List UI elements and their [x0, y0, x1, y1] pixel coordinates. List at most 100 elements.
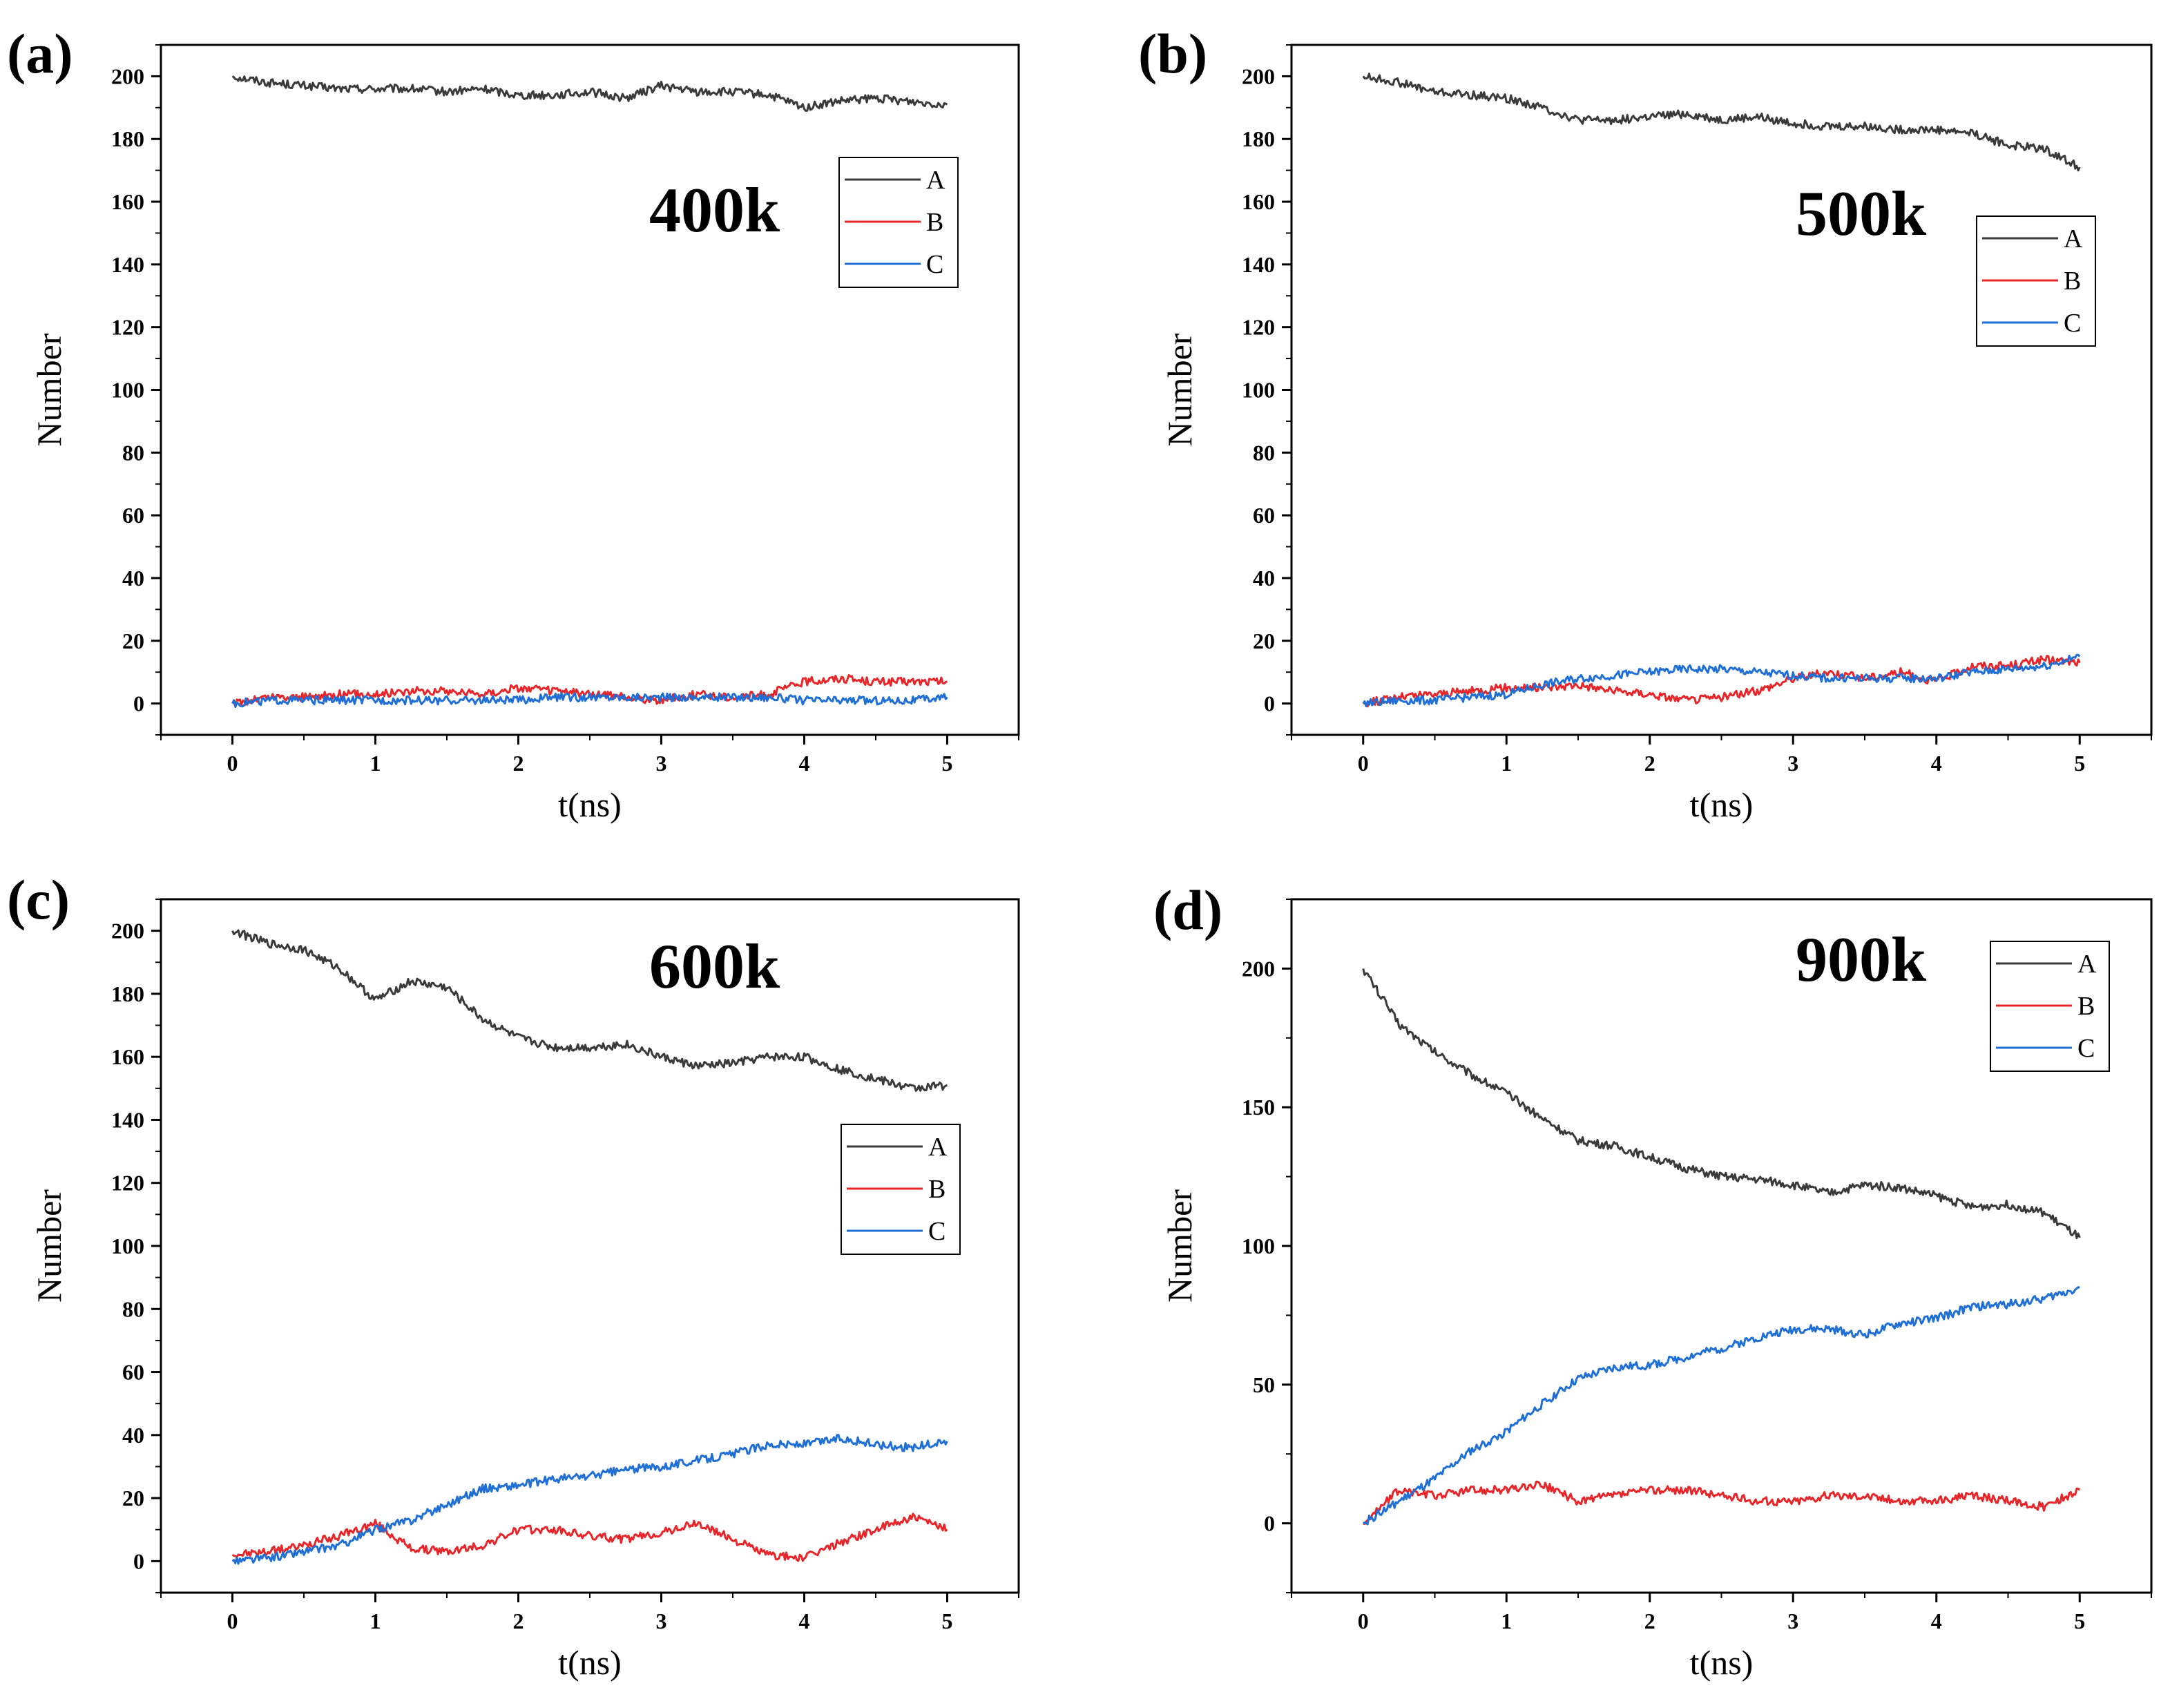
x-tick-label: 4 [1931, 1609, 1942, 1633]
x-tick-label: 0 [227, 751, 238, 776]
y-tick-label: 200 [1242, 956, 1275, 981]
x-tick-label: 3 [1787, 751, 1798, 776]
y-tick-label: 200 [111, 64, 144, 88]
y-tick-label: 140 [111, 252, 144, 277]
panel-letter: (d) [1153, 879, 1222, 941]
y-tick-label: 140 [111, 1107, 144, 1132]
y-tick-label: 20 [1253, 628, 1275, 653]
x-tick-label: 3 [656, 751, 667, 776]
x-tick-label: 5 [942, 751, 953, 776]
chart-panel-1: 0 1 2 3 4 5 0 20 40 60 80 100 120 140 160 180 200 t(ns) Nu… [7, 22, 1020, 824]
legend-label-c: C [2064, 309, 2081, 338]
x-axis-title: t(ns) [1690, 1643, 1754, 1682]
x-axis-title: t(ns) [1690, 785, 1754, 824]
legend-label-b: B [928, 1175, 945, 1204]
y-tick-label: 180 [111, 981, 144, 1006]
x-axis-title: t(ns) [558, 1643, 622, 1682]
y-tick-label: 180 [1242, 126, 1275, 151]
y-tick-label: 200 [111, 919, 144, 943]
chart-panel-3: 0 1 2 3 4 5 0 20 40 60 80 100 120 140 160 180 200 t(ns) Nu… [7, 868, 1020, 1682]
y-tick-label: 80 [122, 1296, 144, 1321]
y-tick-label: 80 [122, 440, 144, 465]
y-tick-label: 160 [1242, 189, 1275, 214]
panel-letter: (a) [7, 22, 73, 85]
y-tick-label: 20 [122, 628, 144, 653]
temperature-label: 900k [1796, 924, 1927, 995]
y-tick-label: 160 [111, 189, 144, 214]
y-axis-title: Number [30, 333, 68, 446]
y-tick-label: 140 [1242, 252, 1275, 277]
y-tick-label: 40 [122, 1423, 144, 1448]
y-tick-label: 150 [1242, 1095, 1275, 1120]
x-tick-label: 4 [1931, 751, 1942, 776]
x-tick-label: 0 [1358, 1609, 1369, 1633]
series-line-a [231, 75, 948, 112]
y-tick-label: 60 [122, 503, 144, 528]
y-tick-label: 80 [1253, 440, 1275, 465]
y-axis-title: Number [1160, 333, 1199, 446]
x-tick-label: 5 [2074, 751, 2085, 776]
x-tick-label: 1 [370, 751, 381, 776]
y-axis-title: Number [30, 1189, 68, 1303]
legend-label-c: C [928, 1217, 945, 1246]
plot-frame [160, 44, 1020, 736]
series-line-c [1363, 1286, 2080, 1526]
x-tick-label: 1 [1501, 751, 1512, 776]
y-tick-label: 180 [111, 126, 144, 151]
legend: ABC [1976, 215, 2096, 347]
y-tick-label: 120 [111, 315, 144, 340]
series-line-a [1362, 73, 2081, 172]
y-tick-label: 60 [1253, 503, 1275, 528]
x-tick-label: 3 [656, 1609, 667, 1633]
legend: ABC [1990, 941, 2110, 1072]
x-tick-label: 0 [227, 1609, 238, 1633]
y-tick-label: 60 [122, 1360, 144, 1385]
y-tick-label: 20 [122, 1486, 144, 1510]
y-tick-label: 100 [111, 378, 144, 403]
y-tick-label: 200 [1242, 64, 1275, 88]
series-line-b [231, 1513, 948, 1562]
y-tick-label: 100 [1242, 378, 1275, 403]
y-tick-label: 160 [111, 1044, 144, 1069]
x-tick-label: 2 [1644, 751, 1655, 776]
y-tick-label: 40 [122, 566, 144, 591]
plot-frame [1290, 44, 2153, 736]
x-tick-label: 5 [2074, 1609, 2085, 1633]
x-tick-label: 1 [1501, 1609, 1512, 1633]
y-tick-label: 0 [133, 691, 144, 716]
x-tick-label: 2 [513, 751, 524, 776]
y-tick-label: 120 [1242, 315, 1275, 340]
panel-letter: (c) [7, 868, 70, 931]
series-line-c [231, 692, 948, 709]
y-tick-label: 0 [1264, 691, 1275, 716]
legend: ABC [838, 157, 959, 288]
series-line-c [1362, 653, 2081, 708]
x-axis-title: t(ns) [558, 785, 622, 824]
y-tick-label: 0 [133, 1548, 144, 1573]
legend-label-a: A [926, 166, 945, 195]
x-tick-label: 3 [1787, 1609, 1798, 1633]
x-tick-label: 2 [513, 1609, 524, 1633]
x-tick-label: 5 [942, 1609, 953, 1633]
y-tick-label: 100 [1242, 1234, 1275, 1258]
legend-label-c: C [2077, 1034, 2095, 1063]
chart-panel-2: 0 1 2 3 4 5 0 20 40 60 80 100 120 140 160 180 200 t(ns) Nu… [1138, 22, 2153, 824]
y-tick-label: 0 [1264, 1511, 1275, 1536]
x-tick-label: 0 [1358, 751, 1369, 776]
x-tick-label: 2 [1644, 1609, 1655, 1633]
y-tick-label: 100 [111, 1234, 144, 1258]
temperature-label: 500k [1796, 178, 1927, 249]
legend-label-b: B [926, 208, 943, 237]
legend-label-a: A [928, 1133, 948, 1162]
y-tick-label: 120 [111, 1171, 144, 1196]
series-line-a [1362, 968, 2081, 1240]
x-tick-label: 1 [370, 1609, 381, 1633]
legend-label-b: B [2077, 992, 2095, 1021]
series-line-c [231, 1434, 948, 1565]
x-tick-label: 4 [799, 1609, 810, 1633]
temperature-label: 600k [649, 931, 780, 1001]
legend-label-a: A [2077, 950, 2097, 979]
series-line-a [231, 929, 948, 1092]
